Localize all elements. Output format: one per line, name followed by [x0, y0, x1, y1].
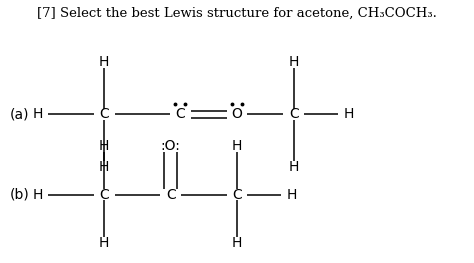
Text: (a): (a): [9, 107, 29, 122]
Text: H: H: [33, 107, 43, 122]
Text: H: H: [99, 160, 109, 174]
Text: H: H: [289, 55, 299, 69]
Text: H: H: [343, 107, 354, 122]
Text: (b): (b): [9, 188, 29, 202]
Text: C: C: [175, 107, 185, 122]
Text: :O:: :O:: [161, 139, 181, 153]
Text: H: H: [232, 236, 242, 250]
Text: C: C: [100, 107, 109, 122]
Text: O: O: [232, 107, 242, 122]
Text: H: H: [232, 139, 242, 153]
Text: H: H: [289, 160, 299, 174]
Text: H: H: [286, 188, 297, 202]
Text: H: H: [99, 236, 109, 250]
Text: C: C: [100, 188, 109, 202]
Text: H: H: [33, 188, 43, 202]
Text: C: C: [166, 188, 175, 202]
Text: C: C: [289, 107, 299, 122]
Text: H: H: [99, 55, 109, 69]
Text: C: C: [232, 188, 242, 202]
Text: [7] Select the best Lewis structure for acetone, CH₃COCH₃.: [7] Select the best Lewis structure for …: [37, 7, 437, 19]
Text: H: H: [99, 139, 109, 153]
